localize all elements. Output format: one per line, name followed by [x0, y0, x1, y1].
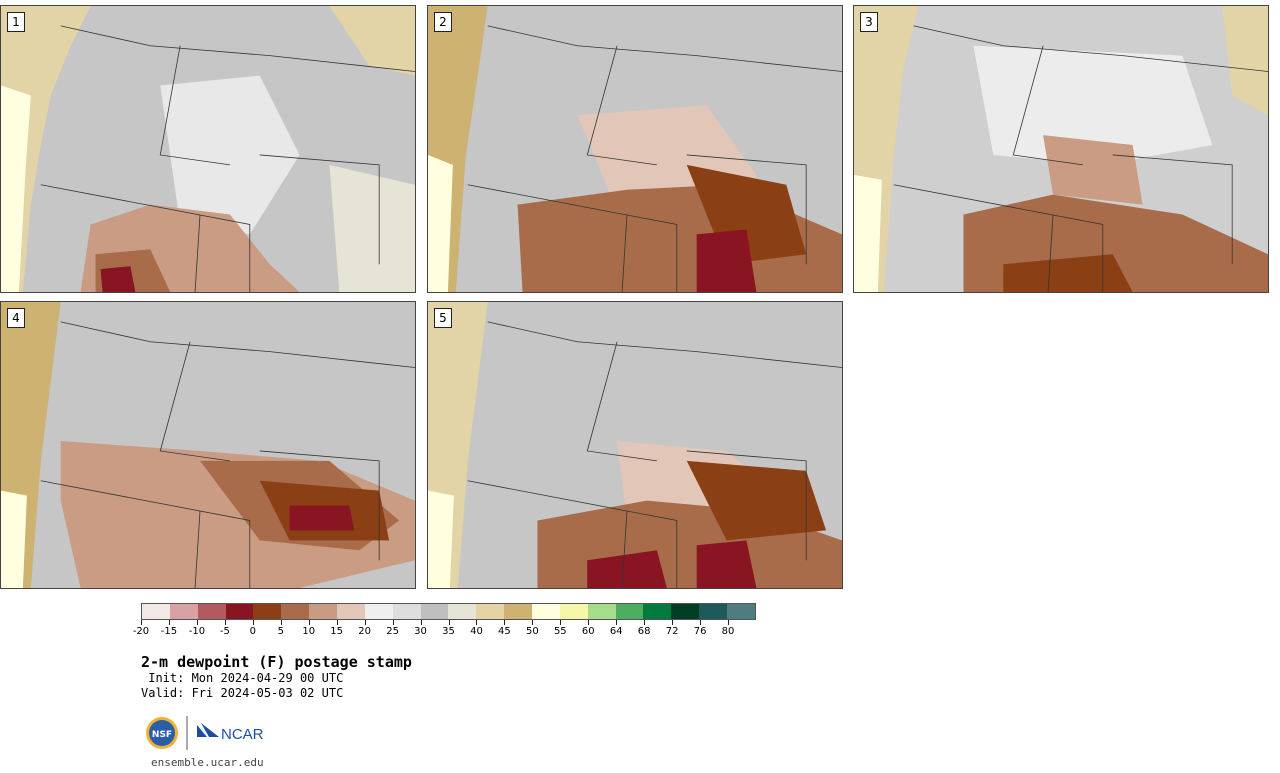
panel-number-1: 1 — [7, 12, 25, 32]
colorbar-swatch — [309, 604, 338, 619]
colorbar-tick — [616, 620, 618, 625]
colorbar-tick — [588, 620, 590, 625]
colorbar-tick-label: 80 — [721, 626, 735, 637]
map-panel-4: 4 — [0, 301, 416, 589]
colorbar-swatch — [699, 604, 728, 619]
colorbar-tick — [141, 620, 142, 625]
colorbar-tick — [672, 620, 674, 625]
init-time: Init: Mon 2024-04-29 00 UTC — [141, 671, 344, 685]
panel-number-5: 5 — [434, 308, 452, 328]
logo-nsf-text: NSF — [152, 730, 172, 740]
colorbar-swatch — [197, 604, 226, 619]
colorbar-tick-label: -15 — [160, 626, 178, 637]
colorbar-tick — [532, 620, 534, 625]
colorbar-swatch — [532, 604, 560, 619]
map-panel-1: 1 — [0, 5, 416, 293]
colorbar-tick-label: -5 — [219, 626, 230, 637]
colorbar-swatch — [615, 604, 644, 619]
colorbar-tick-label: 20 — [358, 626, 371, 637]
colorbar-tick-label: 40 — [470, 626, 483, 637]
dewpoint-map-5 — [428, 302, 842, 588]
colorbar-tick-label: 50 — [525, 626, 539, 637]
colorbar-tick — [476, 620, 478, 625]
colorbar-swatch — [504, 604, 533, 619]
colorbar-swatch — [253, 604, 282, 619]
colorbar-swatch — [364, 604, 393, 619]
colorbar-tick — [700, 620, 702, 625]
colorbar-swatch — [281, 604, 310, 619]
dewpoint-map-3 — [854, 6, 1268, 292]
colorbar-tick-labels: -20 -15 -10 -5 0 5 10 15 20 25 30 35 40 45 50 55 60 64 68 7… — [133, 620, 756, 640]
logo-ncar-text: NCAR — [221, 726, 264, 743]
colorbar-tick — [336, 620, 338, 625]
colorbar-tick-label: 5 — [277, 626, 284, 637]
colorbar-tick — [196, 620, 198, 625]
colorbar-tick-label: 10 — [302, 626, 316, 637]
colorbar-tick-label: 72 — [665, 626, 679, 637]
colorbar-tick — [644, 620, 646, 625]
nsf-ncar-logo: NSF NCAR — [146, 716, 264, 750]
colorbar-tick — [392, 620, 394, 625]
colorbar-swatch — [225, 604, 254, 619]
panel-number-3: 3 — [860, 12, 878, 32]
colorbar-tick-label: 0 — [249, 626, 256, 637]
dewpoint-colorbar — [141, 603, 756, 620]
map-panel-2: 2 — [427, 5, 843, 293]
colorbar-tick — [168, 620, 170, 625]
colorbar-tick-label: 15 — [330, 626, 344, 637]
map-panel-5: 5 — [427, 301, 843, 589]
colorbar-swatch — [559, 604, 588, 619]
colorbar-tick-label: 68 — [637, 626, 651, 637]
colorbar-tick-label: -10 — [188, 626, 206, 637]
colorbar-tick — [560, 620, 562, 625]
panel-number-2: 2 — [434, 12, 452, 32]
colorbar-swatch — [448, 604, 477, 619]
panel-number-4: 4 — [7, 308, 25, 328]
colorbar-tick-label: -20 — [132, 626, 150, 637]
colorbar-tick — [728, 620, 730, 625]
colorbar-tick-label: 30 — [414, 626, 427, 637]
colorbar-tick-label: 45 — [498, 626, 511, 637]
colorbar-tick-label: 35 — [442, 626, 455, 637]
colorbar-swatch — [420, 604, 449, 619]
colorbar-swatch — [392, 604, 421, 619]
colorbar-swatch — [727, 604, 755, 619]
colorbar-swatch — [142, 604, 170, 619]
dewpoint-map-2 — [428, 6, 842, 292]
colorbar-tick-label: 60 — [581, 626, 595, 637]
map-panel-3: 3 — [853, 5, 1269, 293]
colorbar-tick — [364, 620, 366, 625]
plot-title: 2-m dewpoint (F) postage stamp — [141, 653, 412, 671]
colorbar-tick — [504, 620, 506, 625]
colorbar-tick — [420, 620, 422, 625]
dewpoint-map-1 — [1, 6, 415, 292]
colorbar-tick — [224, 620, 226, 625]
colorbar-swatch — [643, 604, 672, 619]
colorbar-tick — [252, 620, 254, 625]
colorbar-tick — [308, 620, 310, 625]
colorbar-tick-label: 55 — [553, 626, 567, 637]
colorbar-tick — [448, 620, 450, 625]
colorbar-tick — [280, 620, 282, 625]
colorbar-swatch — [587, 604, 616, 619]
colorbar-swatch — [476, 604, 505, 619]
colorbar-tick-label: 25 — [386, 626, 399, 637]
valid-time: Valid: Fri 2024-05-03 02 UTC — [141, 686, 344, 700]
colorbar-tick-label: 64 — [609, 626, 623, 637]
colorbar-swatch — [337, 604, 365, 619]
website-url: ensemble.ucar.edu — [151, 756, 264, 769]
dewpoint-map-4 — [1, 302, 415, 588]
colorbar-tick-label: 76 — [693, 626, 707, 637]
colorbar-swatch — [169, 604, 198, 619]
colorbar-swatch — [671, 604, 700, 619]
